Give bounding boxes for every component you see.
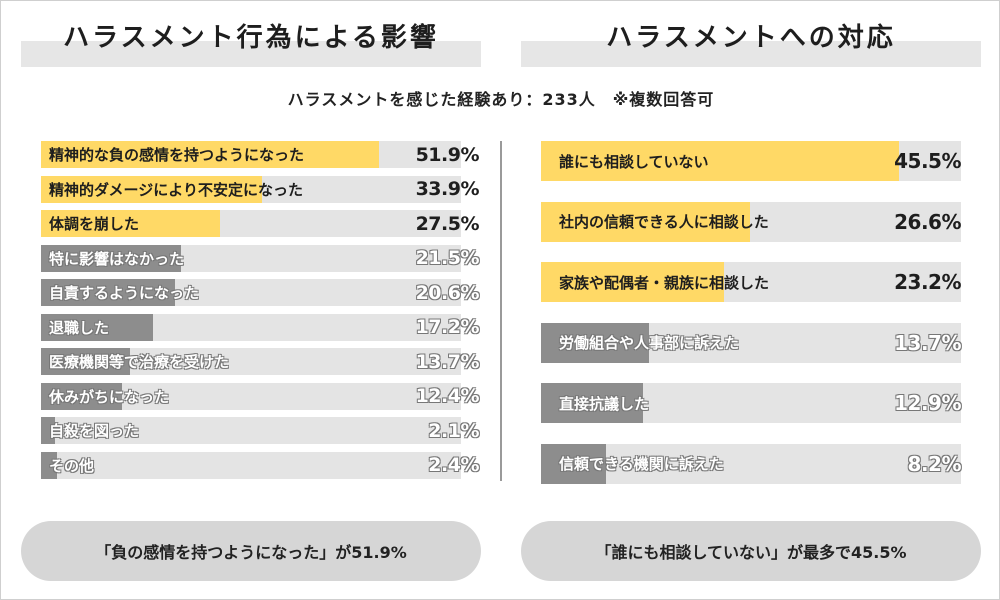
left-bar-value: 12.4% <box>415 385 480 407</box>
right-bar <box>541 141 899 181</box>
right-bar <box>541 201 750 242</box>
left-summary-pill: 「負の感情を持つようになった」が51.9% <box>21 521 481 581</box>
left-bar-row: 精神的ダメージにより不安定になった 33.9% <box>41 175 480 203</box>
left-bar-row: 休みがちになった 12.4% <box>41 382 480 410</box>
right-bar-label: 直接抗議した <box>559 394 650 413</box>
right-bar-row: 誰にも相談していない 45.5% <box>541 141 962 181</box>
left-bar-label: 退職した <box>49 318 110 337</box>
right-bar-value: 13.7% <box>894 330 961 355</box>
right-title-bar <box>521 41 981 67</box>
left-bar-label: 休みがちになった <box>49 387 170 406</box>
right-bar-value: 8.2% <box>907 451 962 476</box>
right-bar-row: 信頼できる機関に訴えた 8.2% <box>541 443 962 484</box>
left-bar <box>41 417 55 444</box>
left-bar-value: 33.9% <box>415 178 480 200</box>
right-bar-track <box>541 443 961 484</box>
right-bar-label: 労働組合や人事部に訴えた <box>559 334 740 352</box>
left-bar-value: 20.6% <box>415 281 480 304</box>
left-bar <box>41 141 379 168</box>
left-bar-row: 医療機関等で治療を受けた 13.7% <box>41 348 480 375</box>
left-bar-value: 27.5% <box>415 212 480 235</box>
left-bar-row: 自責するようになった 20.6% <box>41 279 480 306</box>
left-bar-row: 精神的な負の感情を持つようになった 51.9% <box>41 141 480 168</box>
left-bar <box>41 279 175 306</box>
left-bar-label: 自殺を図った <box>49 422 140 440</box>
left-bar <box>41 382 122 410</box>
right-bar-label: 誰にも相談していない <box>559 152 709 171</box>
right-bar-label: 社内の信頼できる人に相談した <box>559 213 769 231</box>
left-bar-label: 精神的な負の感情を持つようになった <box>49 146 305 164</box>
left-bar-row: 退職した 17.2% <box>41 313 480 341</box>
right-bar-label: 信頼できる機関に訴えた <box>559 455 724 473</box>
left-title-bar <box>21 41 481 67</box>
right-summary-pill: 「誰にも相談していない」が最多で45.5% <box>521 521 981 581</box>
left-bar <box>41 210 220 237</box>
right-bar <box>541 383 643 423</box>
right-bar-row: 直接抗議した 12.9% <box>541 383 962 423</box>
left-bar-track <box>41 417 461 444</box>
left-title: ハラスメント行為による影響 <box>63 23 439 53</box>
right-bar-label: 家族や配偶者・親族に相談した <box>559 273 770 292</box>
right-bar-value: 23.2% <box>894 270 961 294</box>
left-bar <box>41 313 153 341</box>
left-bar <box>41 175 262 203</box>
left-bar-track <box>41 451 461 479</box>
right-bar-value: 45.5% <box>894 149 961 173</box>
left-bar-label: 自責するようになった <box>49 284 200 302</box>
left-bar-row: その他 2.4% <box>41 451 480 479</box>
right-title: ハラスメントへの対応 <box>606 23 896 53</box>
left-bar-value: 21.5% <box>415 247 480 269</box>
right-bar-row: 家族や配偶者・親族に相談した 23.2% <box>541 262 962 302</box>
chart-subtitle: ハラスメントを感じた経験あり：233人 ※複数回答可 <box>287 90 715 109</box>
left-bar-row: 特に影響はなかった 21.5% <box>41 244 480 272</box>
left-bar-label: 精神的ダメージにより不安定になった <box>49 180 303 199</box>
left-bar-value: 2.1% <box>428 419 479 442</box>
right-bar <box>541 322 649 363</box>
left-bar <box>41 244 181 272</box>
right-bar-row: 社内の信頼できる人に相談した 26.6% <box>541 201 962 242</box>
left-bar-label: 医療機関等で治療を受けた <box>49 353 230 371</box>
left-bar-row: 自殺を図った 2.1% <box>41 417 480 444</box>
left-bar-value: 13.7% <box>415 350 480 373</box>
right-bar-row: 労働組合や人事部に訴えた 13.7% <box>541 322 962 363</box>
left-bar-row: 体調を崩した 27.5% <box>41 210 480 237</box>
right-bar-value: 12.9% <box>894 391 961 415</box>
left-bar-value: 51.9% <box>415 143 480 166</box>
right-bar <box>541 262 724 302</box>
right-bar-value: 26.6% <box>894 209 961 234</box>
left-bar <box>41 348 130 375</box>
left-bar <box>41 451 57 479</box>
left-bar-value: 17.2% <box>415 316 480 338</box>
panel-divider <box>500 141 502 481</box>
left-bar-label: 体調を崩した <box>49 215 140 233</box>
left-bar-label: その他 <box>49 456 95 475</box>
left-bar-label: 特に影響はなかった <box>49 249 185 268</box>
right-bar <box>541 443 606 484</box>
left-bar-value: 2.4% <box>428 454 479 476</box>
